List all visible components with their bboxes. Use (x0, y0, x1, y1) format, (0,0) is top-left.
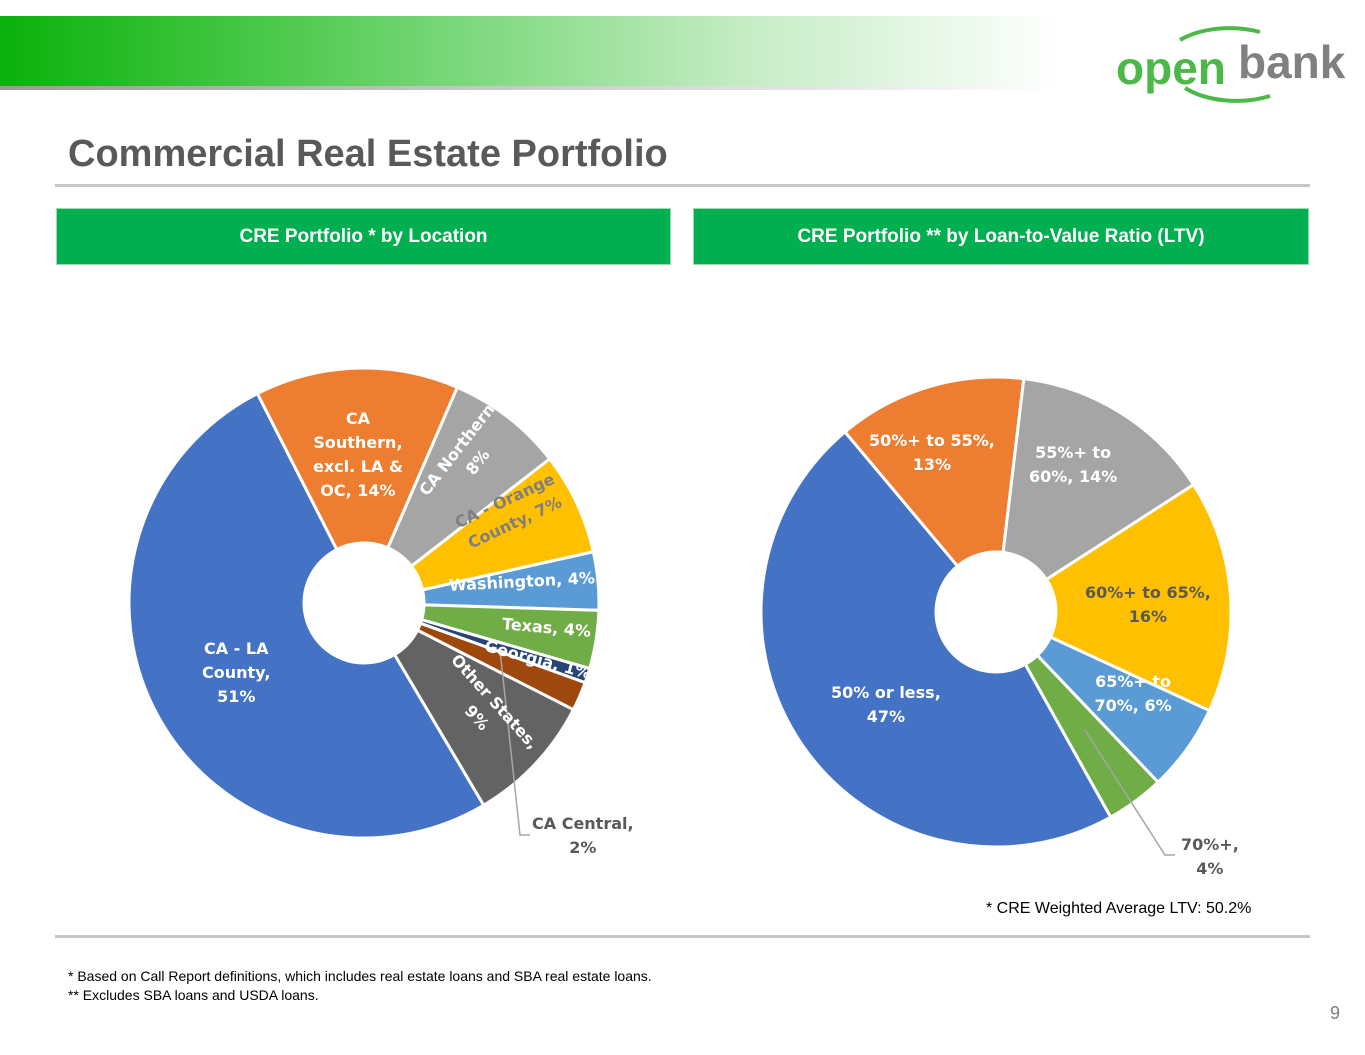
data-label: 50%+ to 55%, 13% (869, 431, 995, 474)
data-label: 65%+ to 70%, 6% (1094, 672, 1172, 715)
slice-ca-la-county (127, 391, 486, 840)
data-label: CA - LA County, 51% (202, 639, 271, 706)
panel-header-location: CRE Portfolio * by Location (56, 208, 671, 265)
slice-other-states (392, 628, 576, 808)
header-banner (0, 16, 1060, 88)
data-label: 50% or less, 47% (831, 683, 941, 726)
footnote-1: * Based on Call Report definitions, whic… (68, 968, 652, 984)
data-label: 60%+ to 65%, 16% (1085, 583, 1211, 626)
svg-text:open: open (1116, 42, 1226, 94)
leader-line (1084, 729, 1175, 856)
slice-ca-southern-excl-la-oc (255, 366, 460, 552)
panel-header-ltv: CRE Portfolio ** by Loan-to-Value Ratio … (693, 208, 1309, 265)
leader-line (499, 649, 530, 836)
title-divider (55, 184, 1310, 187)
slice-ca-northern (385, 385, 552, 569)
slice-50-to-55- (842, 375, 1026, 569)
data-label: 70%+, 4% (1181, 835, 1239, 878)
footnote-2: ** Excludes SBA loans and USDA loans. (68, 987, 319, 1003)
footer-divider (55, 935, 1310, 938)
slice-60-to-65- (1044, 482, 1233, 713)
slice-50-or-less (759, 429, 1113, 849)
svg-text:bank: bank (1238, 36, 1346, 88)
openbank-logo: open bank (1116, 26, 1346, 103)
data-label: CA Southern, excl. LA & OC, 14% (313, 409, 403, 500)
data-label: 55%+ to 60%, 14% (1029, 443, 1118, 486)
page-number: 9 (1330, 1003, 1341, 1023)
data-label: CA Central, 2% (532, 814, 634, 857)
page-title: Commercial Real Estate Portfolio (68, 133, 668, 175)
ltv-annotation: * CRE Weighted Average LTV: 50.2% (986, 900, 1252, 917)
slice-55-to-60- (1001, 376, 1196, 582)
banner-shadow (0, 86, 1060, 90)
